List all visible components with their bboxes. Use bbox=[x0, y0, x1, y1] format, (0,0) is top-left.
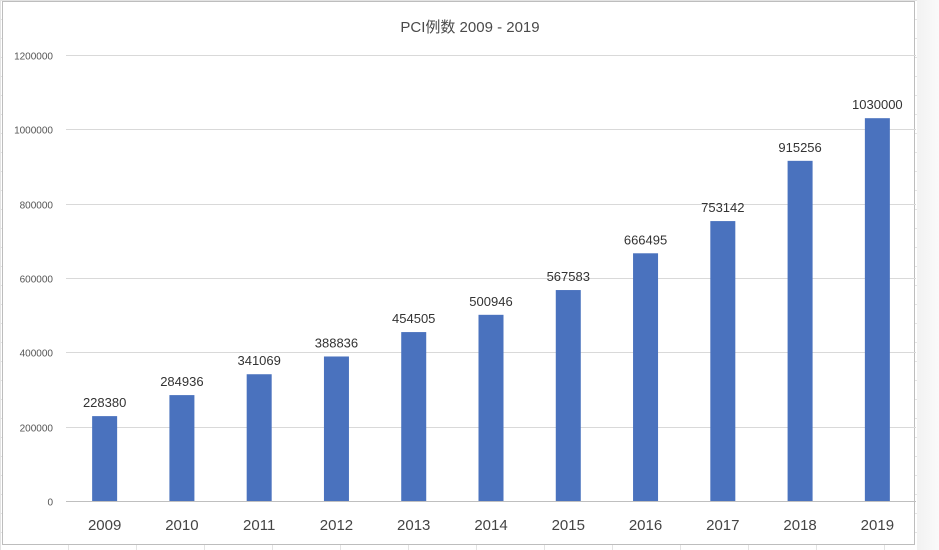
data-label: 284936 bbox=[160, 374, 203, 389]
x-tick-label: 2017 bbox=[706, 517, 739, 534]
y-tick-label: 800000 bbox=[20, 201, 54, 212]
x-tick-label: 2012 bbox=[320, 517, 353, 534]
data-label: 228380 bbox=[83, 395, 126, 410]
x-tick-label: 2016 bbox=[629, 517, 662, 534]
x-tick-label: 2014 bbox=[474, 517, 507, 534]
bar-2019[interactable] bbox=[864, 118, 890, 501]
y-tick-label: 1000000 bbox=[14, 126, 53, 137]
sheet-right-edge bbox=[917, 0, 939, 550]
bar-2015[interactable] bbox=[555, 290, 581, 501]
data-label: 666495 bbox=[624, 232, 667, 247]
data-label: 454505 bbox=[392, 311, 435, 326]
bar-2018[interactable] bbox=[787, 160, 813, 502]
x-tick-label: 2018 bbox=[783, 517, 816, 534]
bar-2012[interactable] bbox=[323, 356, 349, 501]
bar-2010[interactable] bbox=[169, 395, 195, 501]
data-label: 753142 bbox=[701, 200, 744, 215]
y-tick-label: 600000 bbox=[20, 275, 54, 286]
x-tick-label: 2013 bbox=[397, 517, 430, 534]
x-tick-label: 2015 bbox=[552, 517, 585, 534]
data-label: 500946 bbox=[469, 294, 512, 309]
y-tick-label: 0 bbox=[47, 498, 53, 509]
y-tick-label: 200000 bbox=[20, 424, 54, 435]
chart-title: PCI例数 2009 - 2019 bbox=[400, 19, 539, 36]
bar-2016[interactable] bbox=[633, 253, 659, 501]
data-label: 1030000 bbox=[852, 97, 903, 112]
y-tick-label: 1200000 bbox=[14, 52, 53, 63]
bar-2009[interactable] bbox=[92, 416, 118, 501]
data-label: 915256 bbox=[778, 140, 821, 155]
bar-2017[interactable] bbox=[710, 221, 736, 502]
x-tick-label: 2011 bbox=[243, 517, 275, 534]
bar-2013[interactable] bbox=[401, 332, 427, 501]
x-tick-label: 2009 bbox=[88, 517, 121, 534]
y-tick-label: 400000 bbox=[20, 349, 54, 360]
x-tick-label: 2010 bbox=[165, 517, 198, 534]
x-tick-label: 2019 bbox=[861, 517, 894, 534]
data-label: 341069 bbox=[237, 353, 280, 368]
y-axis-tick-labels: 0 200000 400000 600000 800000 1000000 1200000 bbox=[14, 52, 53, 509]
bar-2011[interactable] bbox=[246, 374, 272, 501]
data-labels: 228380 284936 341069 388836 454505 500946 5675… bbox=[83, 97, 903, 410]
x-axis-tick-labels: 2009 2010 2011 2012 2013 2014 2015 2016 2017 2018… bbox=[88, 517, 894, 534]
data-label: 567583 bbox=[547, 269, 590, 284]
bar-series[interactable] bbox=[92, 118, 890, 502]
bar-2014[interactable] bbox=[478, 314, 504, 501]
data-label: 388836 bbox=[315, 335, 358, 350]
chart-frame[interactable] bbox=[2, 1, 915, 545]
